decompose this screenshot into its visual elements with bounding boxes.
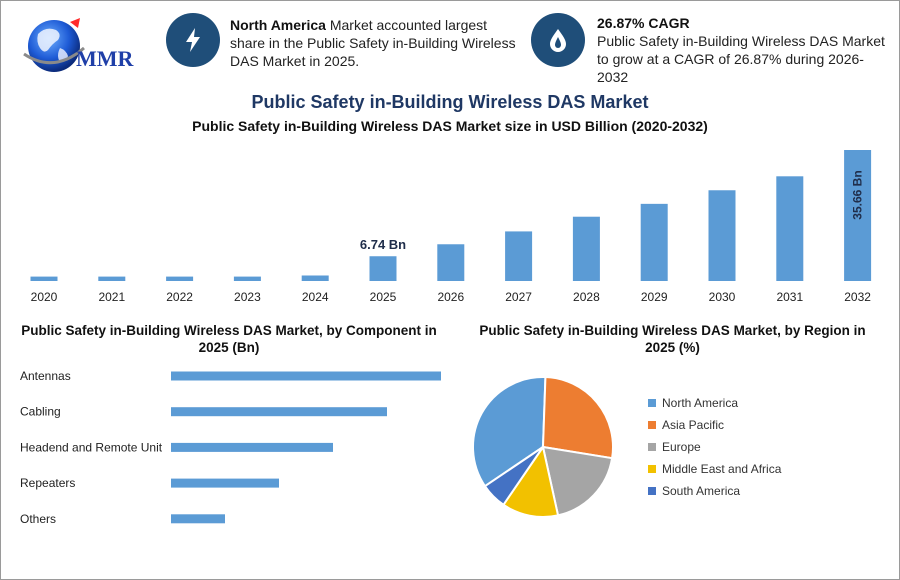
stat-drop-badge: [531, 13, 585, 67]
bar-2028: [572, 216, 600, 281]
svg-text:MMR: MMR: [76, 46, 135, 71]
x-tick-label: 2031: [776, 290, 803, 304]
page-title: Public Safety in-Building Wireless DAS M…: [251, 92, 649, 112]
component-bar-chart: Antennas Cabling Headend and Remote Unit Re…: [20, 369, 441, 526]
lightning-icon: [186, 28, 200, 52]
bar-2032: [844, 150, 872, 281]
bar-2021: [98, 276, 126, 281]
stat-description: Public Safety in-Building Wireless DAS M…: [597, 33, 885, 85]
legend-label: Europe: [662, 440, 701, 454]
x-tick-label: 2026: [437, 290, 464, 304]
bar-headend-and-remote-unit: [171, 442, 333, 452]
drop-icon: [550, 29, 566, 52]
slice-north-america: [472, 376, 547, 488]
bar-cabling: [171, 407, 387, 417]
category-label: Repeaters: [20, 476, 75, 490]
globe-icon: MMR: [23, 18, 135, 72]
legend-label: North America: [662, 396, 739, 410]
stat-description: Market accounted largest share in the Pu…: [230, 17, 516, 69]
legend-label: South America: [662, 484, 741, 498]
x-tick-label: 2024: [302, 290, 329, 304]
x-tick-label: 2032: [844, 290, 871, 304]
stat-cagr: 26.87% CAGR Public Safety in-Building Wi…: [597, 14, 887, 86]
data-label: 6.74 Bn: [360, 237, 406, 252]
bar-2030: [708, 190, 736, 281]
bar-2023: [233, 276, 261, 281]
category-label: Cabling: [20, 405, 61, 419]
stat-bold-label: North America: [230, 17, 326, 33]
slice-middle-east-and-africa: [502, 444, 560, 518]
legend-swatch: [648, 399, 656, 407]
x-tick-label: 2023: [234, 290, 261, 304]
category-label: Others: [20, 512, 56, 526]
legend-item: Asia Pacific: [648, 414, 808, 436]
main-chart-title: Public Safety in-Building Wireless DAS M…: [192, 118, 708, 134]
legend-item: Middle East and Africa: [648, 458, 808, 480]
bar-repeaters: [171, 478, 279, 488]
x-tick-label: 2021: [98, 290, 125, 304]
bar-2029: [640, 203, 668, 281]
bar-2031: [776, 176, 804, 281]
bar-antennas: [171, 371, 441, 381]
region-pie-chart: [472, 376, 614, 518]
bar-2026: [437, 244, 465, 281]
x-tick-label: 2028: [573, 290, 600, 304]
stat-bold-label: 26.87% CAGR: [597, 15, 690, 31]
x-tick-label: 2030: [709, 290, 736, 304]
slice-asia-pacific: [541, 376, 614, 460]
slice-south-america: [483, 446, 544, 507]
mmr-logo: MMR: [14, 14, 139, 80]
category-label: Headend and Remote Unit: [20, 440, 163, 454]
x-tick-label: 2025: [370, 290, 397, 304]
x-tick-label: 2027: [505, 290, 532, 304]
stat-north-america: North America Market accounted largest s…: [230, 16, 520, 70]
legend-swatch: [648, 443, 656, 451]
slice-europe: [541, 445, 614, 517]
legend-item: Europe: [648, 436, 808, 458]
region-chart-title: Public Safety in-Building Wireless DAS M…: [479, 323, 866, 355]
bar-2025: [369, 256, 397, 281]
component-chart-title: Public Safety in-Building Wireless DAS M…: [21, 323, 437, 355]
bar-2024: [301, 275, 329, 281]
legend-swatch: [648, 487, 656, 495]
x-tick-label: 2022: [166, 290, 193, 304]
bar-2022: [166, 276, 194, 281]
legend-swatch: [648, 465, 656, 473]
stat-lightning-badge: [166, 13, 220, 67]
bar-2027: [505, 231, 533, 281]
x-tick-label: 2020: [31, 290, 58, 304]
legend-label: Asia Pacific: [662, 418, 725, 432]
category-label: Antennas: [20, 369, 71, 383]
x-tick-label: 2029: [641, 290, 668, 304]
bar-2020: [30, 276, 58, 281]
bar-others: [171, 514, 225, 524]
data-label: 35.66 Bn: [851, 170, 865, 219]
legend-item: North America: [648, 392, 808, 414]
region-legend: North America Asia Pacific Europe Middle Ea…: [648, 392, 808, 502]
market-size-bar-chart: 2020 2021 2022 2023 2024 2025 6.74 Bn 2026 2027 2…: [30, 150, 872, 304]
legend-item: South America: [648, 480, 808, 502]
legend-label: Middle East and Africa: [662, 462, 782, 476]
legend-swatch: [648, 421, 656, 429]
